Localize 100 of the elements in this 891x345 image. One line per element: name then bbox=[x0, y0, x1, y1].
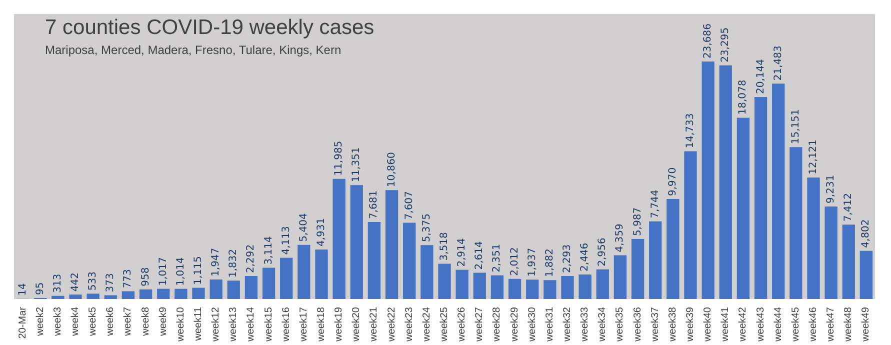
bar bbox=[508, 278, 522, 299]
data-label: 2,351 bbox=[492, 244, 503, 272]
bar bbox=[666, 199, 680, 299]
x-tick-label: week32 bbox=[562, 306, 573, 342]
x-tick-label: week22 bbox=[386, 306, 398, 342]
data-label: 313 bbox=[52, 274, 64, 293]
x-tick-label: week42 bbox=[738, 306, 749, 342]
data-label: 5,987 bbox=[632, 207, 644, 236]
x-tick-label: week38 bbox=[667, 306, 678, 342]
data-label: 15,151 bbox=[790, 109, 802, 144]
x-tick-label: week37 bbox=[650, 306, 661, 342]
data-label: 3,114 bbox=[263, 236, 274, 265]
bar bbox=[860, 250, 873, 299]
x-tick-label: week7 bbox=[122, 306, 134, 337]
chart-subtitle: Mariposa, Merced, Madera, Fresno, Tulare, Kings, Kern bbox=[45, 43, 342, 57]
bar bbox=[332, 178, 346, 299]
bar bbox=[139, 289, 152, 299]
x-tick-label: week40 bbox=[702, 306, 714, 342]
bar bbox=[86, 294, 100, 299]
x-tick-label: week11 bbox=[193, 306, 204, 342]
bar bbox=[227, 280, 240, 299]
bar bbox=[262, 268, 276, 299]
data-label: 1,832 bbox=[228, 248, 240, 278]
bar bbox=[702, 62, 714, 299]
chart-title: 7 counties COVID-19 weekly cases bbox=[45, 16, 374, 39]
data-label: 2,956 bbox=[597, 238, 608, 266]
data-label: 11,351 bbox=[351, 147, 362, 182]
bar bbox=[298, 244, 310, 299]
x-tick-label: week49 bbox=[860, 306, 872, 342]
bar bbox=[104, 295, 117, 299]
x-tick-label: week23 bbox=[404, 306, 415, 342]
bar bbox=[69, 294, 82, 299]
data-label: 1,882 bbox=[544, 248, 556, 278]
x-tick-label: week28 bbox=[492, 306, 503, 342]
bar bbox=[649, 221, 662, 299]
bar bbox=[719, 65, 732, 299]
bar bbox=[490, 275, 504, 299]
x-tick-label: week13 bbox=[228, 306, 240, 342]
data-label: 21,483 bbox=[772, 46, 784, 81]
data-label: 14 bbox=[17, 283, 28, 296]
x-tick-label: week9 bbox=[158, 306, 169, 337]
bar bbox=[473, 272, 486, 299]
bar bbox=[544, 280, 556, 299]
bar bbox=[403, 222, 416, 299]
x-tick-label: week18 bbox=[316, 306, 327, 342]
x-tick-label: week4 bbox=[70, 306, 81, 337]
x-tick-label: week46 bbox=[808, 306, 819, 342]
data-label: 2,012 bbox=[509, 247, 520, 276]
bar bbox=[244, 276, 258, 299]
x-tick-label: week21 bbox=[368, 306, 380, 342]
data-label: 9,231 bbox=[826, 174, 837, 204]
x-tick-label: week19 bbox=[334, 306, 345, 342]
bar bbox=[561, 276, 574, 299]
x-tick-label: week3 bbox=[52, 306, 64, 337]
x-tick-label: week6 bbox=[105, 306, 116, 337]
data-label: 958 bbox=[140, 267, 152, 286]
bar bbox=[772, 84, 785, 299]
x-tick-label: week30 bbox=[526, 306, 538, 342]
x-tick-label: week5 bbox=[88, 306, 99, 337]
data-label: 10,860 bbox=[386, 152, 398, 188]
data-label: 2,446 bbox=[580, 242, 591, 272]
x-tick-label: week24 bbox=[421, 306, 432, 342]
x-tick-label: week16 bbox=[280, 306, 292, 342]
bar bbox=[596, 269, 609, 299]
bar bbox=[420, 245, 434, 299]
data-label: 11,985 bbox=[334, 140, 345, 176]
data-label: 373 bbox=[105, 273, 116, 292]
data-label: 3,518 bbox=[439, 232, 450, 261]
data-label: 2,293 bbox=[562, 244, 573, 274]
data-label: 1,937 bbox=[526, 248, 538, 277]
bar bbox=[456, 270, 468, 299]
data-label: 4,802 bbox=[860, 219, 872, 248]
bar bbox=[438, 264, 451, 299]
data-label: 9,970 bbox=[667, 167, 678, 196]
data-label: 533 bbox=[88, 272, 99, 291]
x-tick-label: week39 bbox=[685, 306, 696, 342]
data-label: 4,113 bbox=[280, 226, 292, 255]
bar bbox=[842, 224, 855, 299]
data-label: 95 bbox=[34, 282, 46, 296]
data-label: 18,078 bbox=[738, 80, 749, 115]
x-tick-label: week2 bbox=[34, 306, 46, 337]
data-label: 12,121 bbox=[808, 139, 819, 174]
bar bbox=[754, 97, 768, 299]
data-label: 5,375 bbox=[421, 213, 432, 242]
bar bbox=[790, 147, 802, 299]
x-tick-label: week35 bbox=[614, 306, 626, 342]
data-label: 23,686 bbox=[702, 24, 714, 58]
x-tick-label: 20-Mar bbox=[17, 306, 28, 339]
bar bbox=[824, 206, 838, 299]
data-label: 23,295 bbox=[720, 27, 732, 62]
data-label: 4,359 bbox=[614, 224, 626, 252]
data-label: 7,412 bbox=[843, 193, 854, 222]
data-label: 2,292 bbox=[246, 244, 257, 274]
data-label: 2,614 bbox=[474, 241, 486, 270]
x-tick-label: week34 bbox=[597, 306, 608, 342]
bar bbox=[578, 274, 592, 299]
bar bbox=[631, 238, 644, 299]
bar bbox=[350, 185, 363, 299]
data-label: 7,744 bbox=[650, 190, 661, 218]
x-tick-label: week15 bbox=[263, 306, 274, 342]
